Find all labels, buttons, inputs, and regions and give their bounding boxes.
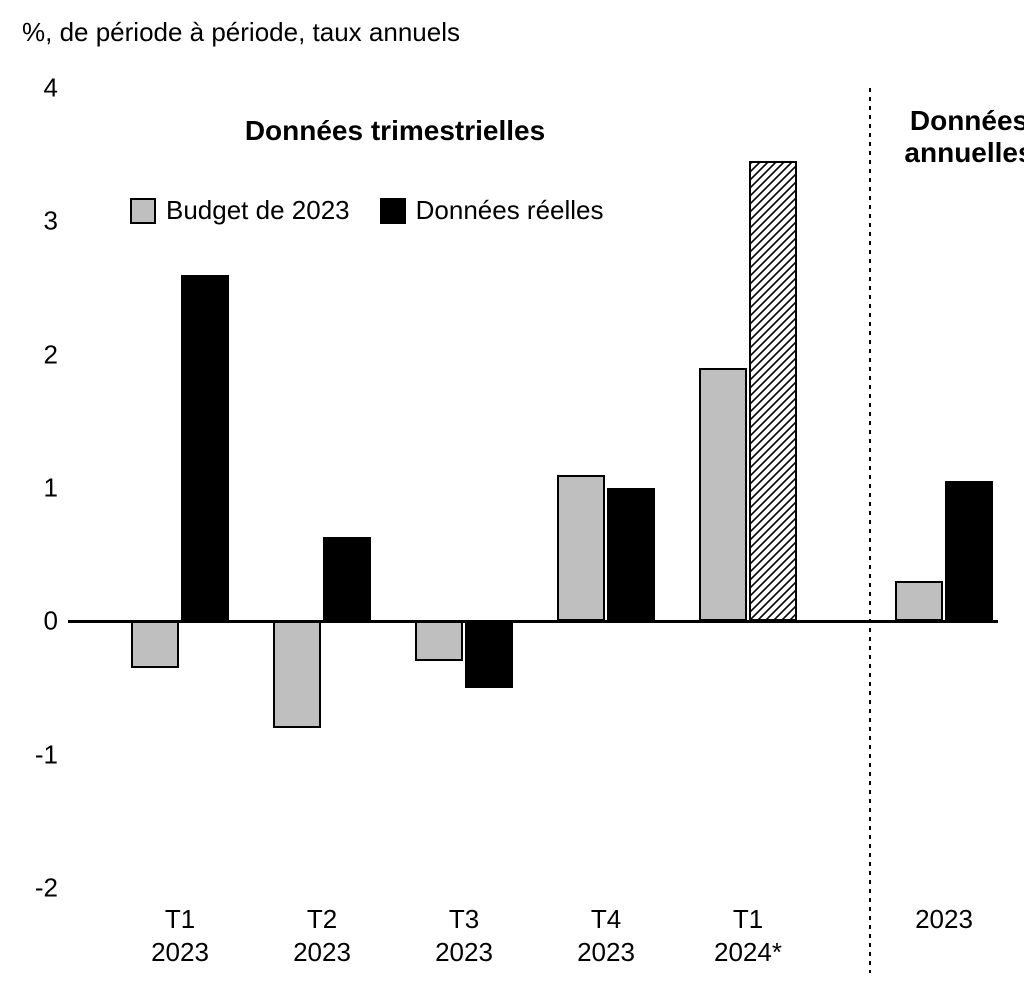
bar-donn-es-r-elles [465, 621, 513, 688]
bar-donn-es-r-elles [181, 275, 229, 622]
legend: Budget de 2023 Données réelles [130, 195, 624, 226]
y-tick-label: -2 [35, 873, 58, 904]
bar-estimate [749, 161, 797, 621]
legend-label: Budget de 2023 [166, 195, 350, 226]
y-tick-label: -1 [35, 739, 58, 770]
section-title-annual: Données annuelles [904, 105, 1024, 169]
x-tick-label: T1 2024* [714, 903, 782, 968]
bar-budget-de-2023 [557, 475, 605, 622]
bar-donn-es-r-elles [945, 481, 993, 621]
x-tick-label: T2 2023 [293, 903, 351, 968]
bar-donn-es-r-elles [323, 537, 371, 621]
chart-container: %, de période à période, taux annuels Do… [0, 0, 1024, 999]
section-title-quarterly: Données trimestrielles [245, 115, 545, 147]
y-tick-label: 0 [44, 606, 58, 637]
bar-donn-es-r-elles [607, 488, 655, 621]
y-tick-label: 3 [44, 206, 58, 237]
bar-budget-de-2023 [273, 621, 321, 728]
x-tick-label: T3 2023 [435, 903, 493, 968]
bar-budget-de-2023 [895, 581, 943, 621]
bar-budget-de-2023 [699, 368, 747, 621]
y-tick-label: 2 [44, 339, 58, 370]
section-divider [869, 88, 871, 978]
x-tick-label: 2023 [915, 903, 973, 936]
bar-budget-de-2023 [131, 621, 179, 668]
x-tick-label: T1 2023 [151, 903, 209, 968]
bar-budget-de-2023 [415, 621, 463, 661]
legend-label: Données réelles [416, 195, 604, 226]
y-tick-label: 4 [44, 73, 58, 104]
legend-swatch [380, 198, 406, 224]
x-tick-label: T4 2023 [577, 903, 635, 968]
y-axis-title: %, de période à période, taux annuels [22, 17, 460, 48]
legend-swatch [130, 198, 156, 224]
y-tick-label: 1 [44, 473, 58, 504]
